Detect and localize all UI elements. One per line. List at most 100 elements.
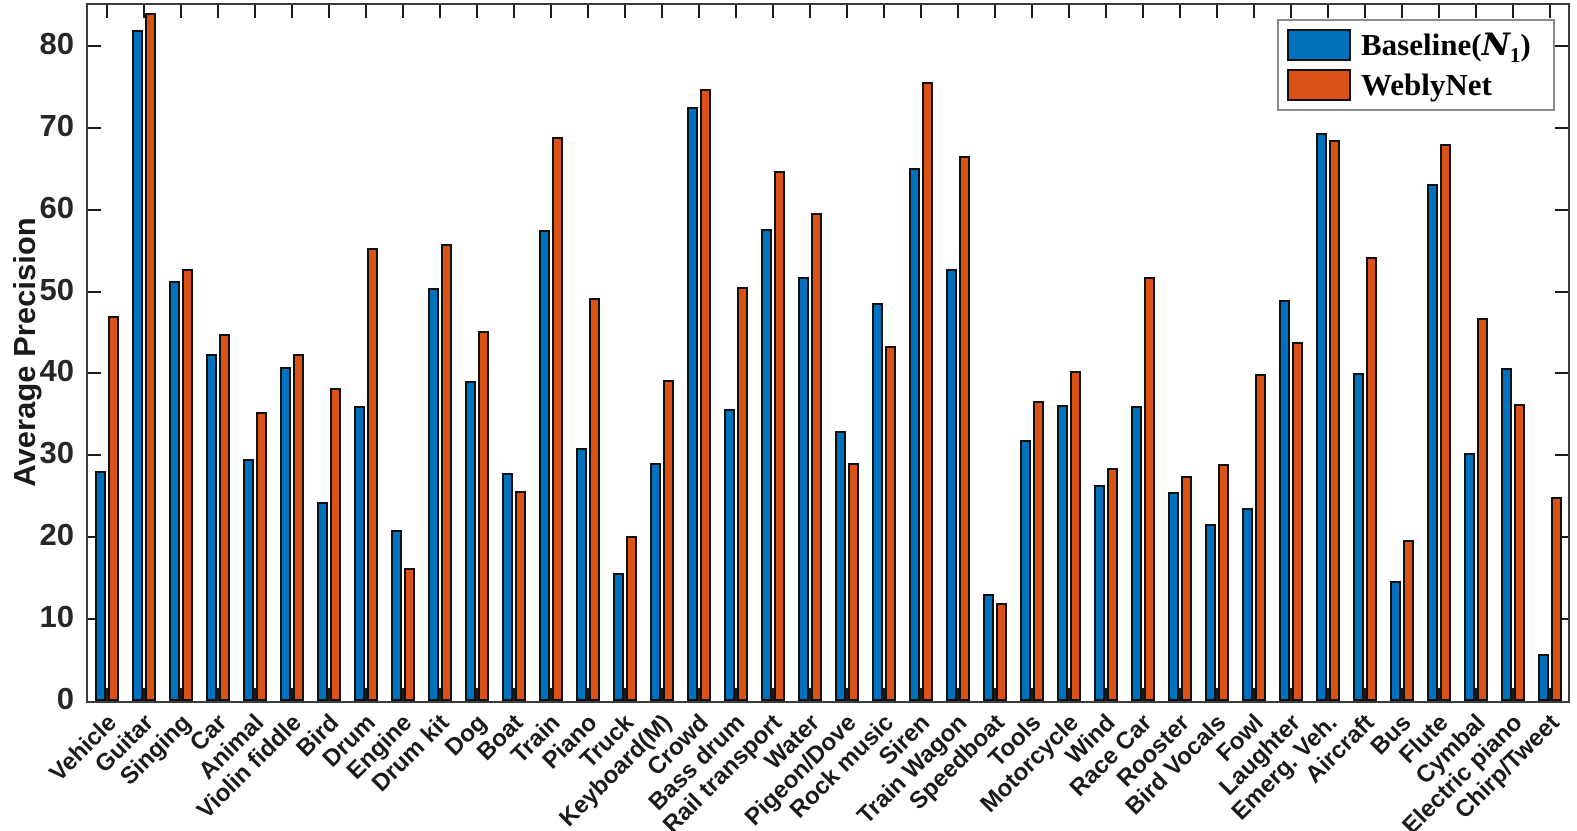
x-tick-top: [1548, 5, 1551, 18]
bar-weblynet: [699, 89, 711, 701]
x-tick-top: [919, 5, 922, 18]
x-tick-top: [327, 5, 330, 18]
bar-weblynet: [1032, 401, 1044, 701]
x-tick-bottom: [1141, 688, 1144, 701]
bar-baseline: [1130, 406, 1142, 701]
x-tick-bottom: [1363, 688, 1366, 701]
bar-group: [532, 5, 569, 701]
x-tick-bottom: [1326, 688, 1329, 701]
y-tick-right: [1555, 290, 1568, 293]
bar-baseline: [242, 458, 254, 701]
x-tick-top: [993, 5, 996, 18]
y-tick-label: 0: [56, 681, 74, 716]
x-tick-bottom: [1067, 688, 1070, 701]
x-tick-bottom: [1178, 688, 1181, 701]
bar-group: [1420, 5, 1457, 701]
y-tick-right: [1555, 44, 1568, 47]
bar-group: [1124, 5, 1161, 701]
bar-weblynet: [995, 602, 1007, 701]
bar-baseline: [686, 106, 698, 701]
bar-baseline: [871, 303, 883, 701]
y-tick-right: [1555, 126, 1568, 129]
x-tick-bottom: [438, 688, 441, 701]
x-tick-bottom: [771, 688, 774, 701]
x-tick-bottom: [1474, 688, 1477, 701]
bar-group: [347, 5, 384, 701]
x-tick-top: [1437, 5, 1440, 18]
x-tick-top: [1474, 5, 1477, 18]
bar-weblynet: [1365, 257, 1377, 701]
bar-group: [1494, 5, 1531, 701]
bar-baseline: [168, 280, 180, 701]
x-tick-bottom: [882, 688, 885, 701]
bar-weblynet: [107, 316, 119, 701]
x-tick-bottom: [105, 688, 108, 701]
bar-weblynet: [1402, 539, 1414, 701]
x-tick-top: [1400, 5, 1403, 18]
bar-weblynet: [1106, 467, 1118, 701]
bar-baseline: [1204, 524, 1216, 701]
x-tick-top: [1030, 5, 1033, 18]
bar-group: [88, 5, 125, 701]
bar-weblynet: [1550, 497, 1562, 701]
bar-group: [1013, 5, 1050, 701]
bar-baseline: [797, 276, 809, 701]
bar-weblynet: [1439, 144, 1451, 701]
bar-group: [162, 5, 199, 701]
x-tick-bottom: [1511, 688, 1514, 701]
y-tick-label: 70: [39, 107, 74, 143]
x-tick-bottom: [216, 688, 219, 701]
bar-group: [643, 5, 680, 701]
x-tick-bottom: [808, 688, 811, 701]
legend-label-weblynet: WeblyNet: [1361, 67, 1492, 102]
bar-weblynet: [181, 268, 193, 701]
bar-group: [273, 5, 310, 701]
x-tick-top: [586, 5, 589, 18]
bar-group: [310, 5, 347, 701]
bar-group: [1050, 5, 1087, 701]
bar-group: [1272, 5, 1309, 701]
y-tick-left: [88, 44, 101, 47]
bar-weblynet: [1254, 374, 1266, 701]
bar-group: [421, 5, 458, 701]
x-tick-top: [660, 5, 663, 18]
x-tick-top: [512, 5, 515, 18]
bar-weblynet: [736, 286, 748, 701]
bar-weblynet: [403, 568, 415, 701]
bar-baseline: [464, 380, 476, 701]
legend: Baseline(N1) WeblyNet: [1277, 19, 1555, 111]
bar-baseline: [1463, 452, 1475, 701]
bar-baseline: [723, 408, 735, 701]
y-tick-left: [88, 454, 101, 457]
bar-weblynet: [292, 353, 304, 701]
bar-baseline: [390, 529, 402, 701]
x-tick-top: [179, 5, 182, 18]
x-tick-bottom: [1289, 688, 1292, 701]
x-tick-top: [438, 5, 441, 18]
y-tick-left: [88, 372, 101, 375]
bar-baseline: [1056, 405, 1068, 701]
x-tick-bottom: [697, 688, 700, 701]
bar-group: [236, 5, 273, 701]
bar-weblynet: [1143, 276, 1155, 701]
x-tick-bottom: [1437, 688, 1440, 701]
y-tick-left: [88, 126, 101, 129]
bar-weblynet: [884, 346, 896, 701]
bar-weblynet: [1291, 341, 1303, 701]
x-tick-bottom: [327, 688, 330, 701]
bar-weblynet: [1328, 140, 1340, 701]
bar-baseline: [908, 167, 920, 701]
bar-baseline: [94, 470, 106, 701]
bar-group: [495, 5, 532, 701]
bar-baseline: [612, 573, 624, 701]
x-tick-top: [1289, 5, 1292, 18]
bars-layer: [88, 5, 1568, 701]
bar-baseline: [1537, 653, 1549, 701]
x-tick-top: [845, 5, 848, 18]
bar-group: [680, 5, 717, 701]
plot-area: [86, 3, 1570, 703]
y-tick-label: 10: [39, 599, 74, 635]
x-tick-top: [623, 5, 626, 18]
x-tick-top: [1178, 5, 1181, 18]
bar-group: [976, 5, 1013, 701]
